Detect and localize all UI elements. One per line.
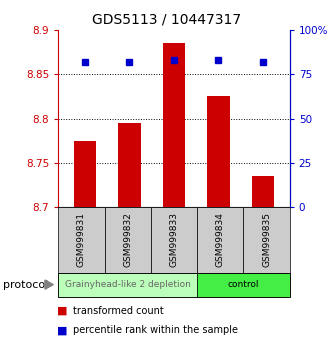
Bar	[118, 123, 141, 207]
Text: ■: ■	[57, 306, 67, 316]
Text: GSM999835: GSM999835	[262, 212, 271, 267]
Text: transformed count: transformed count	[73, 306, 164, 316]
Bar	[74, 141, 96, 207]
Text: control: control	[228, 280, 259, 289]
Text: ■: ■	[57, 325, 67, 335]
Text: Grainyhead-like 2 depletion: Grainyhead-like 2 depletion	[65, 280, 191, 289]
Text: GDS5113 / 10447317: GDS5113 / 10447317	[92, 12, 241, 27]
Text: protocol: protocol	[3, 280, 49, 290]
Text: GSM999831: GSM999831	[77, 212, 86, 267]
Bar	[252, 176, 274, 207]
Text: GSM999834: GSM999834	[216, 212, 225, 267]
Text: GSM999832: GSM999832	[123, 212, 132, 267]
Text: percentile rank within the sample: percentile rank within the sample	[73, 325, 238, 335]
Text: GSM999833: GSM999833	[169, 212, 178, 267]
Bar	[207, 97, 230, 207]
Bar	[163, 44, 185, 207]
